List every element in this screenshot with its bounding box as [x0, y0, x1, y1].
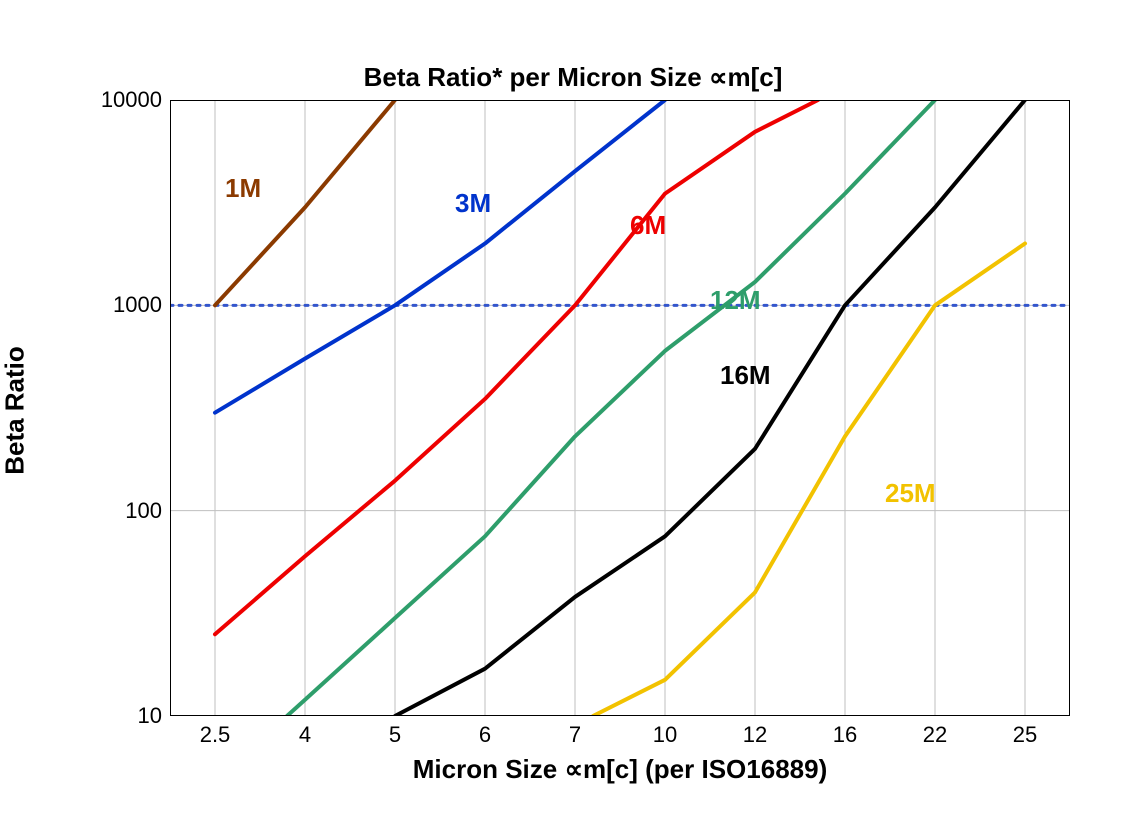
x-tick-label: 12	[743, 722, 767, 748]
chart-title: Beta Ratio* per Micron Size ∝m[c]	[0, 62, 1146, 93]
x-tick-label: 6	[479, 722, 491, 748]
x-tick-label: 7	[569, 722, 581, 748]
x-tick-label: 25	[1013, 722, 1037, 748]
x-tick-label: 22	[923, 722, 947, 748]
x-tick-label: 10	[653, 722, 677, 748]
series-label-6M: 6M	[630, 210, 666, 241]
x-tick-label: 5	[389, 722, 401, 748]
plot-area	[170, 100, 1070, 716]
y-tick-label: 10000	[82, 87, 162, 113]
y-tick-label: 10	[82, 703, 162, 729]
x-tick-label: 2.5	[200, 722, 231, 748]
series-label-12M: 12M	[710, 285, 761, 316]
x-axis-label: Micron Size ∝m[c] (per ISO16889)	[170, 754, 1070, 785]
y-axis-label: Beta Ratio	[0, 311, 31, 511]
series-label-3M: 3M	[455, 188, 491, 219]
x-tick-label: 16	[833, 722, 857, 748]
series-label-16M: 16M	[720, 360, 771, 391]
x-tick-label: 4	[299, 722, 311, 748]
chart-container: Beta Ratio* per Micron Size ∝m[c] Beta R…	[0, 0, 1146, 818]
series-label-25M: 25M	[885, 478, 936, 509]
y-tick-label: 100	[82, 498, 162, 524]
series-label-1M: 1M	[225, 173, 261, 204]
y-tick-label: 1000	[82, 292, 162, 318]
